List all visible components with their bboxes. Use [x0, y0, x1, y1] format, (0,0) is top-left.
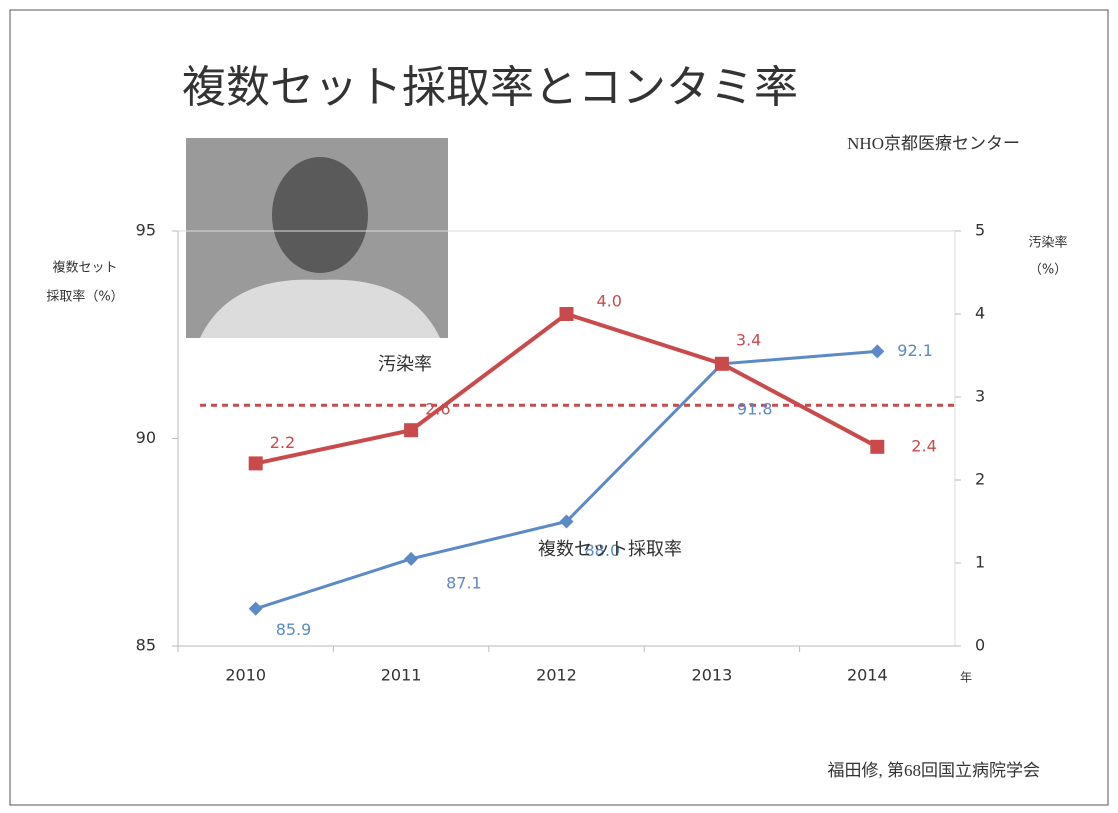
value-label: 2.4 — [911, 436, 936, 455]
series-name: 複数セット採取率 — [538, 539, 682, 560]
y2-tick-label: 3 — [975, 387, 985, 406]
y-tick-label: 90 — [136, 428, 156, 447]
y-tick-label: 95 — [136, 221, 156, 240]
slide: 複数セット採取率とコンタミ率 NHO京都医療センター 福田修, 第68回国立病院… — [0, 0, 1118, 809]
y-axis-label: 複数セット — [52, 260, 117, 276]
value-label: 2.2 — [270, 433, 295, 452]
subtitle: NHO京都医療センター — [847, 134, 1020, 153]
x-tick-label: 2011 — [381, 666, 422, 685]
marker — [870, 440, 884, 454]
value-label: 4.0 — [597, 292, 622, 311]
chart-title: 複数セット採取率とコンタミ率 — [182, 62, 798, 113]
x-tick-label: 2014 — [847, 666, 888, 685]
y2-tick-label: 5 — [975, 221, 985, 240]
value-label: 85.9 — [276, 620, 312, 639]
marker — [404, 423, 418, 437]
y-axis-label: 採取率（%） — [46, 289, 123, 305]
slide-frame — [10, 10, 1108, 805]
value-label: 2.6 — [425, 400, 450, 419]
marker — [715, 357, 729, 371]
x-axis-label: 年 — [960, 671, 972, 685]
value-label: 87.1 — [446, 573, 482, 592]
x-tick-label: 2012 — [536, 666, 577, 685]
value-label: 92.1 — [897, 341, 933, 360]
photo-head — [272, 157, 368, 273]
y2-tick-label: 2 — [975, 470, 985, 489]
y2-tick-label: 4 — [975, 304, 985, 323]
marker — [249, 456, 263, 470]
y2-tick-label: 1 — [975, 553, 985, 572]
y-tick-label: 85 — [136, 636, 156, 655]
x-tick-label: 2013 — [692, 666, 733, 685]
y2-tick-label: 0 — [975, 636, 985, 655]
y2-axis-label: 汚染率 — [1028, 235, 1067, 251]
series-name: 汚染率 — [378, 354, 432, 375]
x-tick-label: 2010 — [225, 666, 266, 685]
y2-axis-label: （%） — [1029, 263, 1067, 278]
value-label: 3.4 — [736, 330, 761, 349]
source: 福田修, 第68回国立病院学会 — [828, 761, 1041, 780]
value-label: 91.8 — [737, 399, 773, 418]
photo — [186, 138, 448, 338]
marker — [560, 307, 574, 321]
